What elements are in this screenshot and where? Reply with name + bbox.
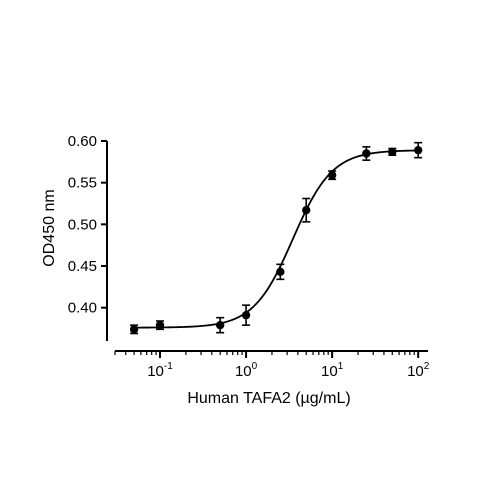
data-point [215,316,225,334]
y-tick-label: 0.40 [68,300,97,317]
x-tick-label: 102 [407,361,430,380]
x-axis: 10-1 100 101 102 [114,350,430,380]
x-tick-label: 10-1 [147,361,173,380]
y-tick-label: 0.55 [68,175,97,192]
y-axis: 0.40 0.45 0.50 0.55 0.60 [68,133,108,341]
y-axis-title: OD450 nm [41,189,58,266]
data-marker [155,320,165,330]
data-point [327,170,337,181]
data-point [362,146,371,161]
data-marker [388,147,397,157]
data-marker [129,325,139,334]
data-marker [276,267,285,277]
data-point [155,320,165,331]
data-points-layer [129,141,423,335]
data-marker [215,320,225,330]
y-tick-label: 0.45 [68,258,97,275]
fit-curve-line [134,149,419,329]
data-marker [302,205,311,215]
data-point [276,263,285,281]
data-marker [241,310,251,320]
y-tick-label: 0.60 [68,133,97,150]
x-axis-title: Human TAFA2 (µg/mL) [187,390,350,407]
data-marker [327,170,337,180]
data-marker [413,145,423,155]
data-point [241,304,251,326]
fit-curve-layer [134,149,419,329]
data-point [413,141,423,159]
x-tick-label: 100 [235,361,258,380]
data-point [129,324,139,335]
x-tick-label: 101 [321,361,344,380]
y-tick-label: 0.50 [68,216,97,233]
data-point [302,197,311,223]
data-point [388,147,397,157]
data-marker [362,149,371,158]
